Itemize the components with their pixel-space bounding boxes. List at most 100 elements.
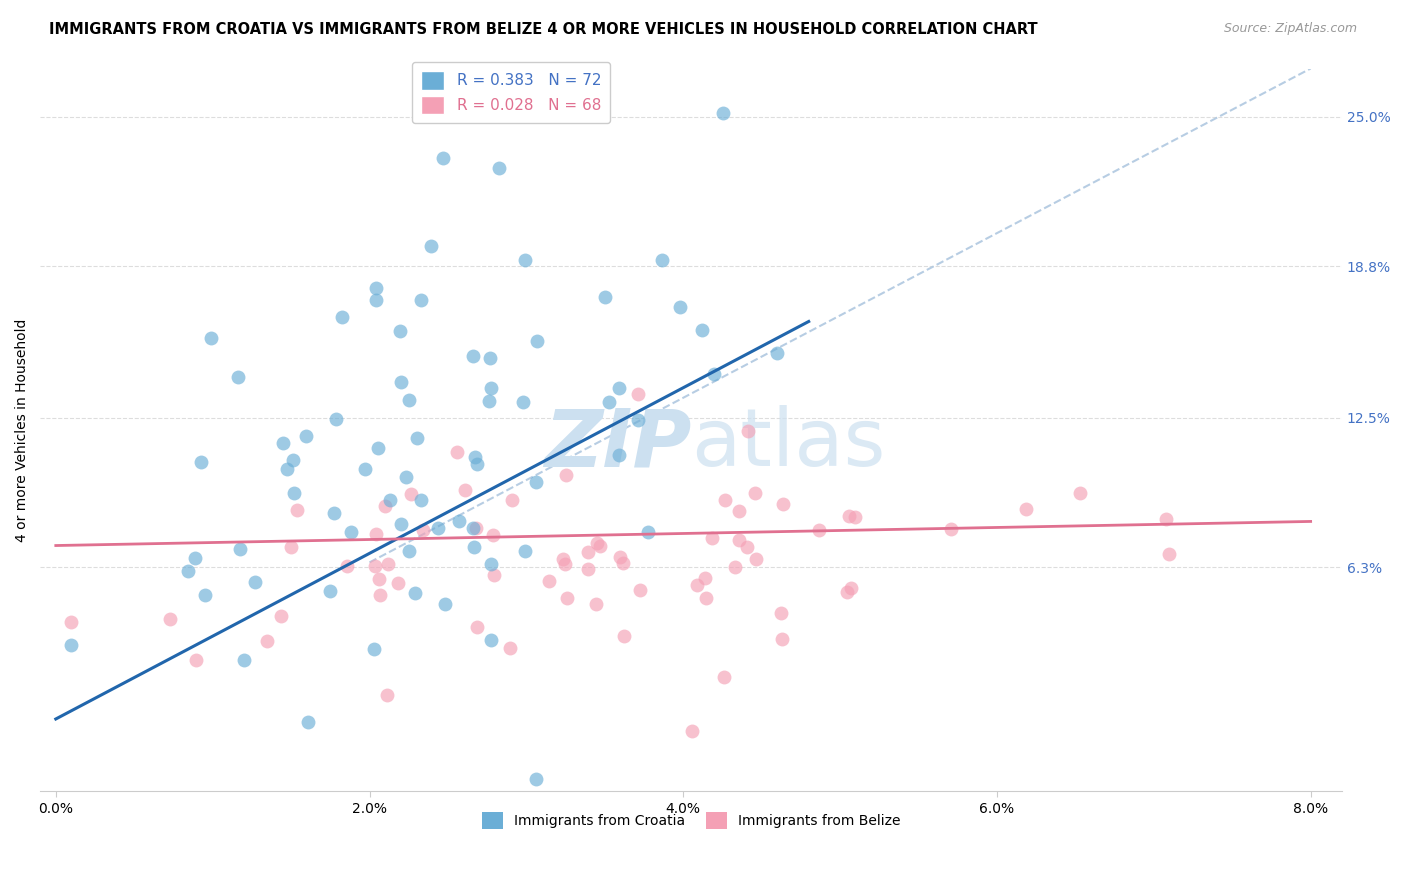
Point [484,568,506,582]
Point [426,521,449,535]
Point [375,688,398,702]
Point [838,508,860,523]
Point [551,551,574,566]
Point [479,557,502,571]
Point [398,393,420,408]
Point [377,557,399,571]
Point [1014,502,1036,516]
Point [626,49,648,63]
Point [728,504,751,518]
Point [229,541,252,556]
Point [297,714,319,729]
Point [454,483,477,497]
Point [194,588,217,602]
Y-axis label: 4 or more Vehicles in Household: 4 or more Vehicles in Household [15,318,30,541]
Text: ZIP: ZIP [544,405,692,483]
Point [465,457,488,471]
Point [501,493,523,508]
Point [200,331,222,345]
Point [60,639,83,653]
Point [576,545,599,559]
Point [446,445,468,459]
Point [609,448,631,462]
Point [609,549,631,564]
Point [281,452,304,467]
Point [703,367,725,381]
Point [367,573,389,587]
Point [184,653,207,667]
Point [432,151,454,165]
Point [367,442,389,456]
Point [60,615,83,629]
Point [499,641,522,656]
Point [481,381,503,395]
Point [526,334,548,348]
Point [233,653,256,667]
Point [714,492,737,507]
Point [419,238,441,252]
Point [389,517,412,532]
Point [744,486,766,500]
Point [478,351,501,365]
Point [1154,511,1177,525]
Text: IMMIGRANTS FROM CROATIA VS IMMIGRANTS FROM BELIZE 4 OR MORE VEHICLES IN HOUSEHOL: IMMIGRANTS FROM CROATIA VS IMMIGRANTS FR… [49,22,1038,37]
Point [589,539,612,553]
Point [637,525,659,540]
Point [336,559,359,574]
Point [555,591,578,605]
Point [555,467,578,482]
Point [628,582,651,597]
Point [283,486,305,500]
Point [409,293,432,307]
Point [394,469,416,483]
Point [467,620,489,634]
Point [389,324,412,338]
Point [461,520,484,534]
Point [586,536,609,550]
Point [695,591,717,605]
Point [612,557,634,571]
Point [737,424,759,438]
Point [713,669,735,683]
Point [190,455,212,469]
Point [271,436,294,450]
Point [607,382,630,396]
Point [159,612,181,626]
Point [387,575,409,590]
Point [513,543,536,558]
Text: atlas: atlas [692,405,886,483]
Point [681,724,703,739]
Point [399,487,422,501]
Point [177,564,200,578]
Point [770,632,793,646]
Point [770,606,793,620]
Point [256,634,278,648]
Point [524,772,547,787]
Point [627,386,650,401]
Point [744,552,766,566]
Point [325,412,347,426]
Point [524,475,547,489]
Point [702,531,724,545]
Point [808,523,831,537]
Point [651,253,673,268]
Legend: Immigrants from Croatia, Immigrants from Belize: Immigrants from Croatia, Immigrants from… [477,807,905,835]
Point [464,521,486,535]
Point [280,540,302,554]
Point [598,394,620,409]
Point [585,597,607,611]
Point [354,462,377,476]
Point [478,393,501,408]
Point [613,629,636,643]
Point [537,574,560,589]
Point [1069,486,1091,500]
Point [686,578,709,592]
Point [363,559,385,574]
Point [463,349,485,363]
Point [593,290,616,304]
Point [245,574,267,589]
Point [364,281,387,295]
Point [690,322,713,336]
Point [837,585,859,599]
Point [330,310,353,325]
